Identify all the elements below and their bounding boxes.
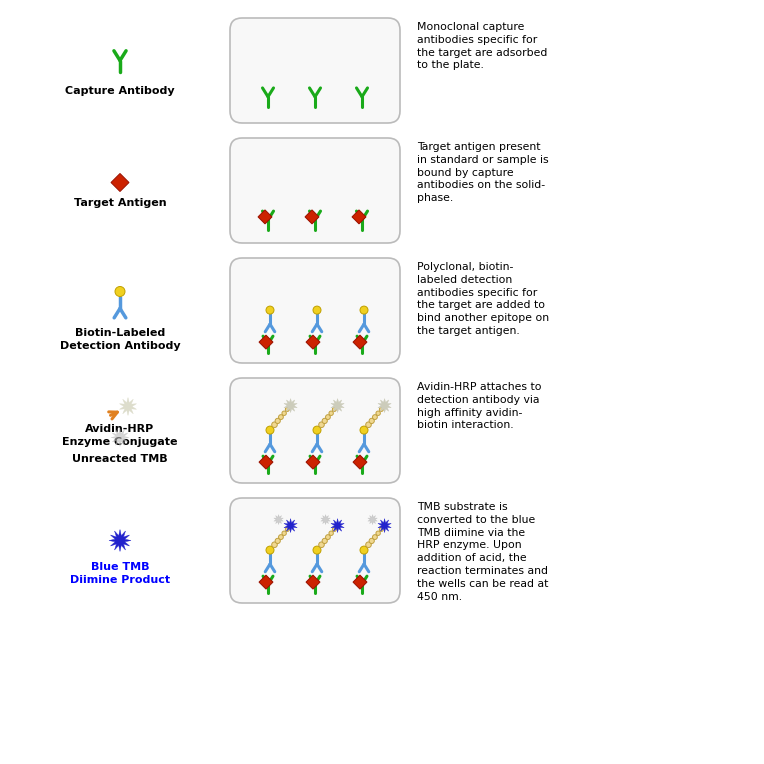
Circle shape — [325, 535, 330, 539]
Polygon shape — [306, 335, 320, 349]
Circle shape — [115, 286, 125, 296]
FancyBboxPatch shape — [230, 138, 400, 243]
Polygon shape — [111, 429, 129, 446]
Circle shape — [282, 411, 286, 416]
Polygon shape — [306, 455, 320, 469]
Circle shape — [360, 306, 368, 314]
Circle shape — [313, 306, 321, 314]
FancyBboxPatch shape — [230, 258, 400, 363]
Circle shape — [313, 426, 321, 434]
Circle shape — [313, 546, 321, 554]
Polygon shape — [331, 399, 345, 413]
Polygon shape — [284, 399, 297, 413]
Text: Target antigen present
in standard or sample is
bound by capture
antibodies on t: Target antigen present in standard or sa… — [417, 142, 549, 203]
Circle shape — [275, 539, 280, 543]
Text: Monoclonal capture
antibodies specific for
the target are adsorbed
to the plate.: Monoclonal capture antibodies specific f… — [417, 22, 547, 70]
Circle shape — [366, 542, 371, 548]
Text: TMB substrate is
converted to the blue
TMB diimine via the
HRP enzyme. Upon
addi: TMB substrate is converted to the blue T… — [417, 502, 549, 601]
Polygon shape — [109, 529, 131, 552]
Circle shape — [329, 411, 333, 416]
Polygon shape — [367, 515, 377, 525]
Circle shape — [279, 415, 283, 419]
Polygon shape — [284, 519, 297, 533]
Polygon shape — [119, 397, 137, 416]
Text: Avidin-HRP attaches to
detection antibody via
high affinity avidin-
biotin inter: Avidin-HRP attaches to detection antibod… — [417, 382, 542, 430]
Circle shape — [275, 419, 280, 423]
FancyBboxPatch shape — [230, 378, 400, 483]
Circle shape — [286, 527, 290, 532]
Polygon shape — [353, 335, 367, 349]
Circle shape — [272, 422, 277, 428]
Circle shape — [329, 531, 333, 536]
Circle shape — [373, 415, 377, 419]
Text: Unreacted TMB: Unreacted TMB — [72, 454, 168, 464]
Text: Polyclonal, biotin-
labeled detection
antibodies specific for
the target are add: Polyclonal, biotin- labeled detection an… — [417, 262, 549, 336]
Circle shape — [366, 422, 371, 428]
Circle shape — [279, 535, 283, 539]
Polygon shape — [259, 335, 273, 349]
FancyBboxPatch shape — [230, 18, 400, 123]
Polygon shape — [353, 575, 367, 589]
Polygon shape — [353, 455, 367, 469]
Circle shape — [373, 535, 377, 539]
Polygon shape — [259, 575, 273, 589]
Text: Avidin-HRP
Enzyme Conjugate: Avidin-HRP Enzyme Conjugate — [62, 425, 178, 447]
Circle shape — [266, 546, 274, 554]
Circle shape — [369, 419, 374, 423]
Circle shape — [369, 539, 374, 543]
Circle shape — [380, 527, 384, 532]
Polygon shape — [259, 455, 273, 469]
Text: Blue TMB
Diimine Product: Blue TMB Diimine Product — [70, 562, 170, 585]
Polygon shape — [258, 210, 272, 224]
Circle shape — [360, 546, 368, 554]
Polygon shape — [331, 519, 345, 533]
Circle shape — [360, 426, 368, 434]
Circle shape — [322, 419, 327, 423]
Polygon shape — [274, 515, 283, 525]
Circle shape — [376, 531, 380, 536]
Polygon shape — [321, 515, 330, 525]
Polygon shape — [305, 210, 319, 224]
Circle shape — [380, 407, 384, 412]
Text: Capture Antibody: Capture Antibody — [65, 86, 175, 96]
Circle shape — [272, 542, 277, 548]
Circle shape — [332, 407, 336, 412]
Polygon shape — [111, 173, 129, 192]
Circle shape — [319, 542, 324, 548]
Circle shape — [266, 306, 274, 314]
Polygon shape — [352, 210, 366, 224]
Text: Target Antigen: Target Antigen — [73, 199, 167, 209]
Circle shape — [319, 422, 324, 428]
Circle shape — [266, 426, 274, 434]
Polygon shape — [378, 519, 391, 533]
Circle shape — [322, 539, 327, 543]
Polygon shape — [378, 399, 391, 413]
Circle shape — [286, 407, 290, 412]
Polygon shape — [306, 575, 320, 589]
Text: Biotin-Labeled
Detection Antibody: Biotin-Labeled Detection Antibody — [60, 329, 180, 351]
Circle shape — [282, 531, 286, 536]
Circle shape — [332, 527, 336, 532]
Circle shape — [325, 415, 330, 419]
Circle shape — [376, 411, 380, 416]
FancyBboxPatch shape — [230, 498, 400, 603]
